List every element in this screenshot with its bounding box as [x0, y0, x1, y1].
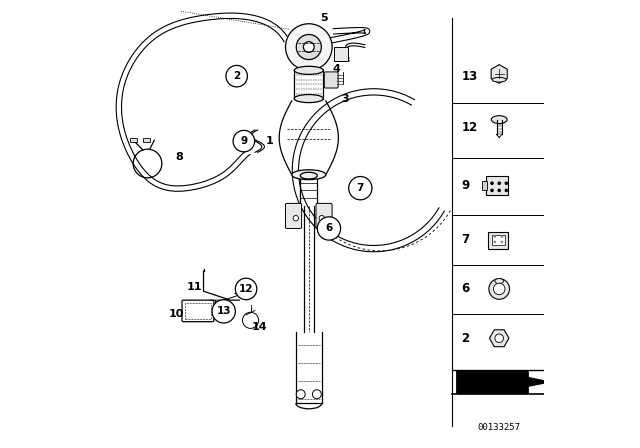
Ellipse shape: [292, 170, 326, 180]
FancyBboxPatch shape: [316, 203, 332, 228]
Ellipse shape: [294, 66, 323, 74]
Text: 6: 6: [461, 282, 470, 296]
Text: 6: 6: [325, 224, 333, 233]
Text: 8: 8: [175, 152, 183, 162]
Text: 13: 13: [216, 306, 231, 316]
Bar: [488, 232, 508, 249]
Bar: [131, 138, 137, 142]
Circle shape: [500, 241, 503, 243]
Ellipse shape: [492, 78, 506, 82]
Text: 10: 10: [169, 310, 184, 319]
Circle shape: [497, 189, 501, 192]
Circle shape: [495, 334, 504, 343]
Circle shape: [504, 189, 508, 192]
Text: 9: 9: [461, 179, 470, 193]
Text: 13: 13: [461, 69, 478, 83]
Text: 11: 11: [187, 282, 202, 292]
Circle shape: [497, 181, 501, 185]
Ellipse shape: [294, 95, 323, 103]
Text: 00133257: 00133257: [477, 423, 521, 432]
Ellipse shape: [492, 116, 507, 124]
Text: 7: 7: [356, 183, 364, 193]
Circle shape: [490, 189, 494, 192]
Bar: [143, 138, 150, 142]
Text: 2: 2: [233, 71, 240, 81]
Circle shape: [226, 65, 248, 87]
Circle shape: [312, 390, 321, 399]
Circle shape: [293, 215, 298, 221]
Bar: [482, 181, 486, 190]
Circle shape: [490, 181, 494, 185]
Bar: [486, 176, 508, 195]
Text: 14: 14: [252, 322, 268, 332]
Circle shape: [236, 278, 257, 300]
Circle shape: [212, 300, 236, 323]
Circle shape: [349, 177, 372, 200]
FancyBboxPatch shape: [182, 300, 214, 322]
Ellipse shape: [495, 279, 504, 284]
Circle shape: [493, 235, 496, 238]
Text: 1: 1: [266, 136, 273, 146]
Polygon shape: [457, 370, 550, 393]
Text: 12: 12: [461, 121, 478, 134]
Circle shape: [493, 283, 505, 295]
Circle shape: [319, 215, 324, 221]
Circle shape: [303, 42, 314, 52]
Ellipse shape: [300, 172, 317, 179]
FancyBboxPatch shape: [285, 203, 301, 228]
Text: 12: 12: [239, 284, 253, 294]
Circle shape: [500, 235, 503, 238]
Text: 7: 7: [461, 233, 470, 246]
Circle shape: [233, 130, 255, 152]
Text: 9: 9: [240, 136, 248, 146]
Bar: [334, 47, 348, 61]
Circle shape: [493, 241, 496, 243]
Circle shape: [296, 390, 305, 399]
Bar: [492, 235, 504, 245]
Circle shape: [285, 24, 332, 70]
Bar: [185, 303, 211, 319]
Text: 4: 4: [332, 65, 340, 74]
Text: 5: 5: [320, 13, 328, 23]
FancyBboxPatch shape: [324, 72, 338, 88]
Circle shape: [317, 217, 340, 240]
Circle shape: [489, 279, 509, 299]
Text: 3: 3: [341, 94, 348, 103]
Circle shape: [504, 181, 508, 185]
Text: 2: 2: [461, 332, 470, 345]
Circle shape: [296, 34, 321, 60]
